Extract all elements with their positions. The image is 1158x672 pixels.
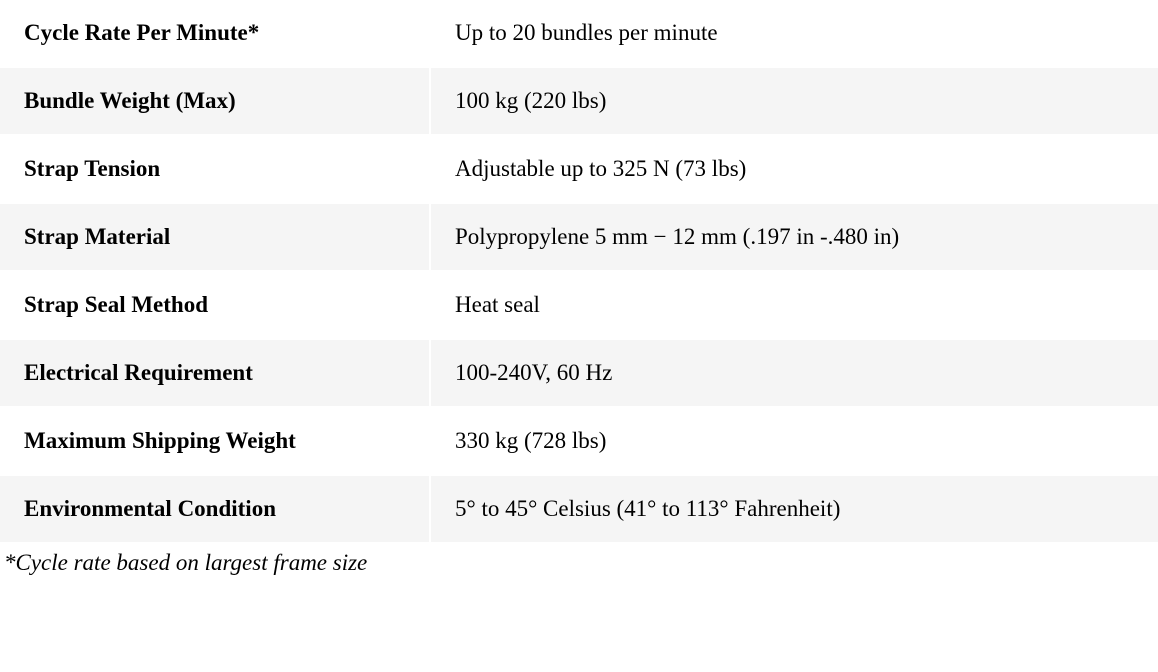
- table-row: Electrical Requirement 100-240V, 60 Hz: [0, 339, 1158, 407]
- spec-label: Strap Material: [0, 203, 430, 271]
- table-row: Cycle Rate Per Minute* Up to 20 bundles …: [0, 0, 1158, 67]
- spec-label: Electrical Requirement: [0, 339, 430, 407]
- table-row: Environmental Condition 5° to 45° Celsiu…: [0, 475, 1158, 543]
- spec-label: Strap Tension: [0, 135, 430, 203]
- table-row: Strap Material Polypropylene 5 mm − 12 m…: [0, 203, 1158, 271]
- spec-value: 100-240V, 60 Hz: [430, 339, 1158, 407]
- spec-label: Environmental Condition: [0, 475, 430, 543]
- spec-label: Maximum Shipping Weight: [0, 407, 430, 475]
- spec-label: Cycle Rate Per Minute*: [0, 0, 430, 67]
- spec-value: Up to 20 bundles per minute: [430, 0, 1158, 67]
- spec-value: Heat seal: [430, 271, 1158, 339]
- table-row: Maximum Shipping Weight 330 kg (728 lbs): [0, 407, 1158, 475]
- table-row: Bundle Weight (Max) 100 kg (220 lbs): [0, 67, 1158, 135]
- spec-value: Polypropylene 5 mm − 12 mm (.197 in -.48…: [430, 203, 1158, 271]
- spec-value: Adjustable up to 325 N (73 lbs): [430, 135, 1158, 203]
- table-row: Strap Seal Method Heat seal: [0, 271, 1158, 339]
- spec-value: 330 kg (728 lbs): [430, 407, 1158, 475]
- spec-table: Cycle Rate Per Minute* Up to 20 bundles …: [0, 0, 1158, 544]
- footnote: *Cycle rate based on largest frame size: [0, 544, 1158, 576]
- spec-label: Strap Seal Method: [0, 271, 430, 339]
- spec-value: 100 kg (220 lbs): [430, 67, 1158, 135]
- spec-label: Bundle Weight (Max): [0, 67, 430, 135]
- table-row: Strap Tension Adjustable up to 325 N (73…: [0, 135, 1158, 203]
- spec-table-body: Cycle Rate Per Minute* Up to 20 bundles …: [0, 0, 1158, 543]
- spec-value: 5° to 45° Celsius (41° to 113° Fahrenhei…: [430, 475, 1158, 543]
